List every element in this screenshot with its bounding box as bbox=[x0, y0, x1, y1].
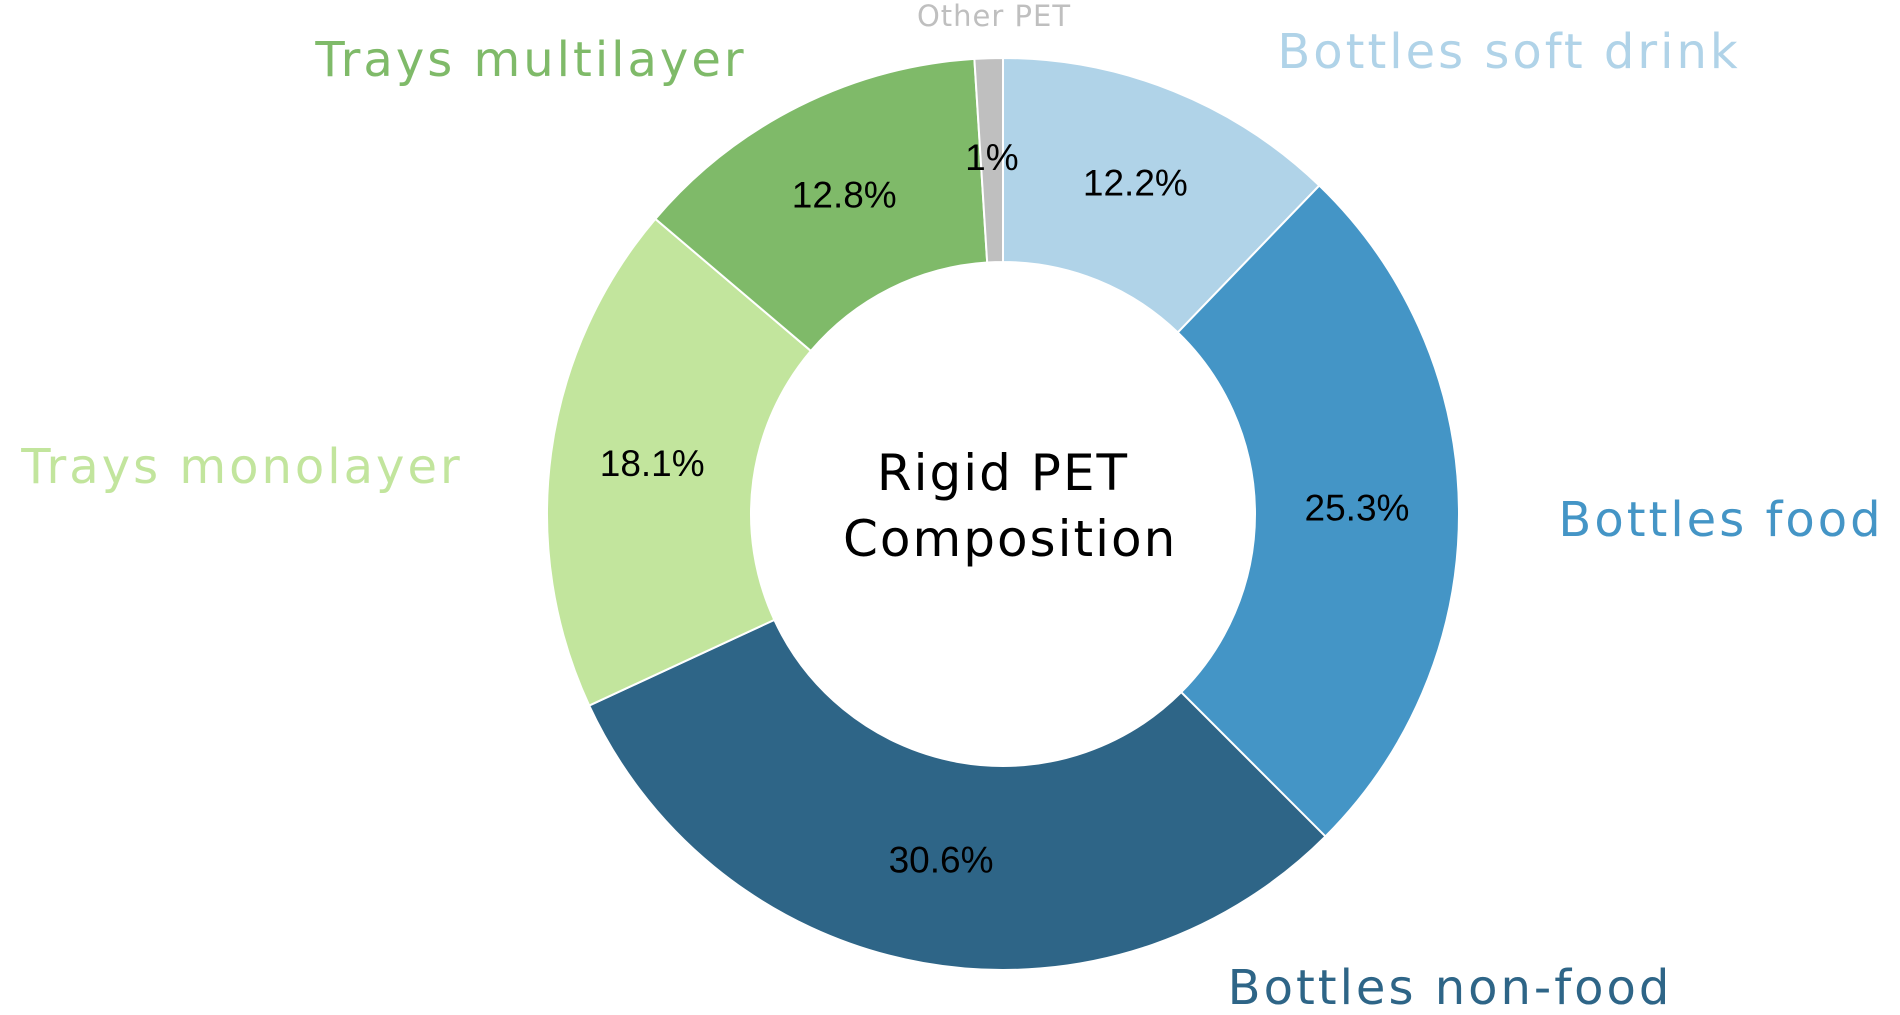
category-label: Bottles soft drink bbox=[1277, 24, 1740, 80]
value-label: 30.6% bbox=[889, 839, 994, 880]
donut-slice bbox=[587, 618, 1327, 971]
donut-slice bbox=[1002, 56, 1321, 334]
donut-slice bbox=[546, 217, 813, 707]
category-label: Trays multilayer bbox=[314, 32, 746, 88]
donut-slice bbox=[973, 56, 1004, 264]
category-label: Other PET bbox=[917, 0, 1071, 33]
value-label: 25.3% bbox=[1305, 487, 1410, 528]
donut-slice bbox=[1176, 184, 1460, 838]
category-label: Bottles food bbox=[1558, 492, 1883, 548]
donut-slice bbox=[653, 57, 989, 353]
category-label: Trays monolayer bbox=[20, 439, 462, 495]
value-label: 12.8% bbox=[792, 174, 897, 215]
value-label: 12.2% bbox=[1083, 162, 1188, 203]
chart-title: Rigid PET Composition bbox=[843, 444, 1178, 568]
value-label: 1% bbox=[965, 137, 1018, 178]
value-label: 18.1% bbox=[600, 443, 705, 484]
category-label: Bottles non-food bbox=[1228, 960, 1673, 1015]
